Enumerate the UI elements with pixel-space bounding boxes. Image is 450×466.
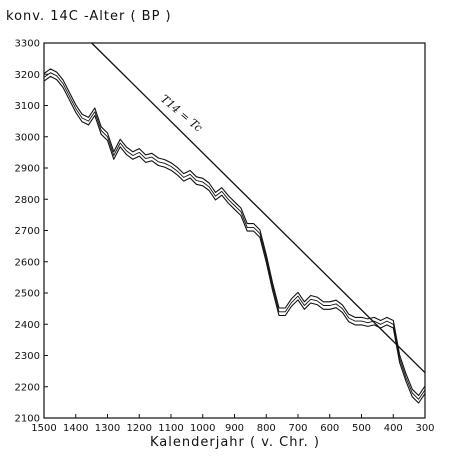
y-tick-label: 2500 — [15, 289, 40, 300]
equality-reference-line — [91, 42, 426, 374]
y-tick-label: 2400 — [15, 320, 40, 331]
x-axis-title: Kalenderjahr ( v. Chr. ) — [150, 435, 320, 450]
x-tick-label: 400 — [384, 423, 403, 434]
y-tick-label: 3200 — [15, 70, 40, 81]
x-tick-label: 1500 — [31, 423, 56, 434]
y-tick-label: 2200 — [15, 382, 40, 393]
reference-line-annotation: T14 = Tc — [158, 92, 205, 134]
y-tick-label: 3100 — [15, 101, 40, 112]
x-axis: 1500 1400 1300 1200 1100 1000 900 800 700 600 500 4… — [31, 414, 435, 434]
x-tick-label: 600 — [320, 423, 339, 434]
x-tick-label: 700 — [288, 423, 307, 434]
x-tick-label: 300 — [415, 423, 434, 434]
y-tick-label: 3300 — [15, 39, 40, 50]
y-axis-title: konv. 14C -Alter ( BP ) — [6, 9, 172, 24]
lower-bound-line — [43, 75, 426, 404]
y-tick-label: 2600 — [15, 257, 40, 268]
x-tick-label: 500 — [352, 423, 371, 434]
calibration-curve-band — [43, 68, 426, 404]
x-tick-label: 1400 — [63, 423, 88, 434]
y-tick-label: 2100 — [15, 414, 40, 425]
y-axis: 2100 2200 2300 2400 2500 2600 2700 2800 2900 3000… — [15, 39, 48, 425]
x-tick-label: 1200 — [127, 423, 152, 434]
x-tick-label: 1000 — [190, 423, 215, 434]
y-tick-label: 2700 — [15, 226, 40, 237]
y-tick-label: 3000 — [15, 132, 40, 143]
x-tick-label: 1300 — [95, 423, 120, 434]
y-tick-label: 2900 — [15, 164, 40, 175]
x-tick-label: 800 — [257, 423, 276, 434]
center-line — [43, 72, 426, 400]
y-tick-label: 2300 — [15, 351, 40, 362]
plot-frame — [43, 42, 426, 419]
y-tick-label: 2800 — [15, 195, 40, 206]
x-tick-label: 900 — [225, 423, 244, 434]
upper-bound-line — [43, 68, 426, 397]
x-tick-label: 1100 — [158, 423, 183, 434]
